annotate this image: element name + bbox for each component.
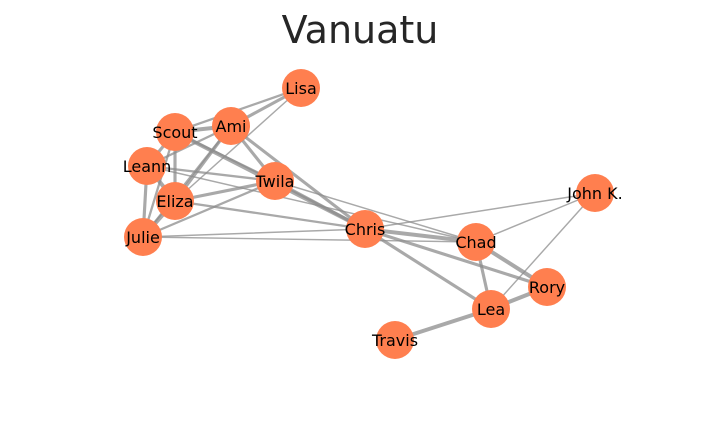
node-label: Ami <box>216 117 247 136</box>
node-circle <box>124 218 162 256</box>
node-eliza: Eliza <box>156 182 194 220</box>
node-label: Leann <box>123 157 172 176</box>
node-circle <box>156 182 194 220</box>
node-lisa: Lisa <box>282 69 320 107</box>
node-label: Julie <box>125 228 160 247</box>
node-circle <box>128 147 166 185</box>
node-label: Rory <box>529 278 565 297</box>
edge-rory-chris <box>363 227 549 289</box>
node-circle <box>212 107 250 145</box>
node-johnk: John K. <box>566 174 623 212</box>
node-chad: Chad <box>455 223 497 261</box>
edge-chad-twila <box>274 180 477 243</box>
node-scout: Scout <box>152 113 198 151</box>
node-circle <box>156 113 194 151</box>
node-label: Lea <box>477 300 505 319</box>
graph-title: Vanuatu <box>281 8 439 52</box>
edge-chad-leann <box>146 165 477 243</box>
node-travis: Travis <box>371 321 418 359</box>
node-circle <box>282 69 320 107</box>
node-label: Chad <box>455 233 496 252</box>
edge-chad-julie <box>142 236 477 243</box>
node-circle <box>457 223 495 261</box>
node-label: Lisa <box>285 79 317 98</box>
node-label: Travis <box>371 331 418 350</box>
node-rory: Rory <box>528 268 566 306</box>
edge-eliza-lisa <box>174 87 302 202</box>
node-ami: Ami <box>212 107 250 145</box>
edge-lea-johnk <box>490 192 596 310</box>
node-label: Scout <box>152 123 197 142</box>
node-twila: Twila <box>255 162 295 200</box>
node-circle <box>576 174 614 212</box>
node-julie: Julie <box>124 218 162 256</box>
edge-johnk-chad <box>475 192 596 243</box>
node-label: Twila <box>255 172 295 191</box>
node-label: Chris <box>345 220 386 239</box>
edge-chris-julie <box>142 228 366 238</box>
edge-twila-leann <box>145 164 277 183</box>
node-circle <box>528 268 566 306</box>
node-circle <box>472 290 510 328</box>
edge-twila-julie <box>141 179 277 239</box>
edge-lea-chris <box>363 227 493 311</box>
node-circle <box>376 321 414 359</box>
node-circle <box>346 210 384 248</box>
node-circle <box>256 162 294 200</box>
node-lea: Lea <box>472 290 510 328</box>
edge-chris-eliza <box>173 199 367 231</box>
node-label: John K. <box>566 184 622 203</box>
node-label: Eliza <box>156 192 193 211</box>
node-layer: Lisa Ami Scout Leann Twila Eliza Julie Chris Cha… <box>123 69 623 359</box>
node-leann: Leann <box>123 147 172 185</box>
node-chris: Chris <box>345 210 386 248</box>
edge-johnk-chris <box>364 192 596 230</box>
